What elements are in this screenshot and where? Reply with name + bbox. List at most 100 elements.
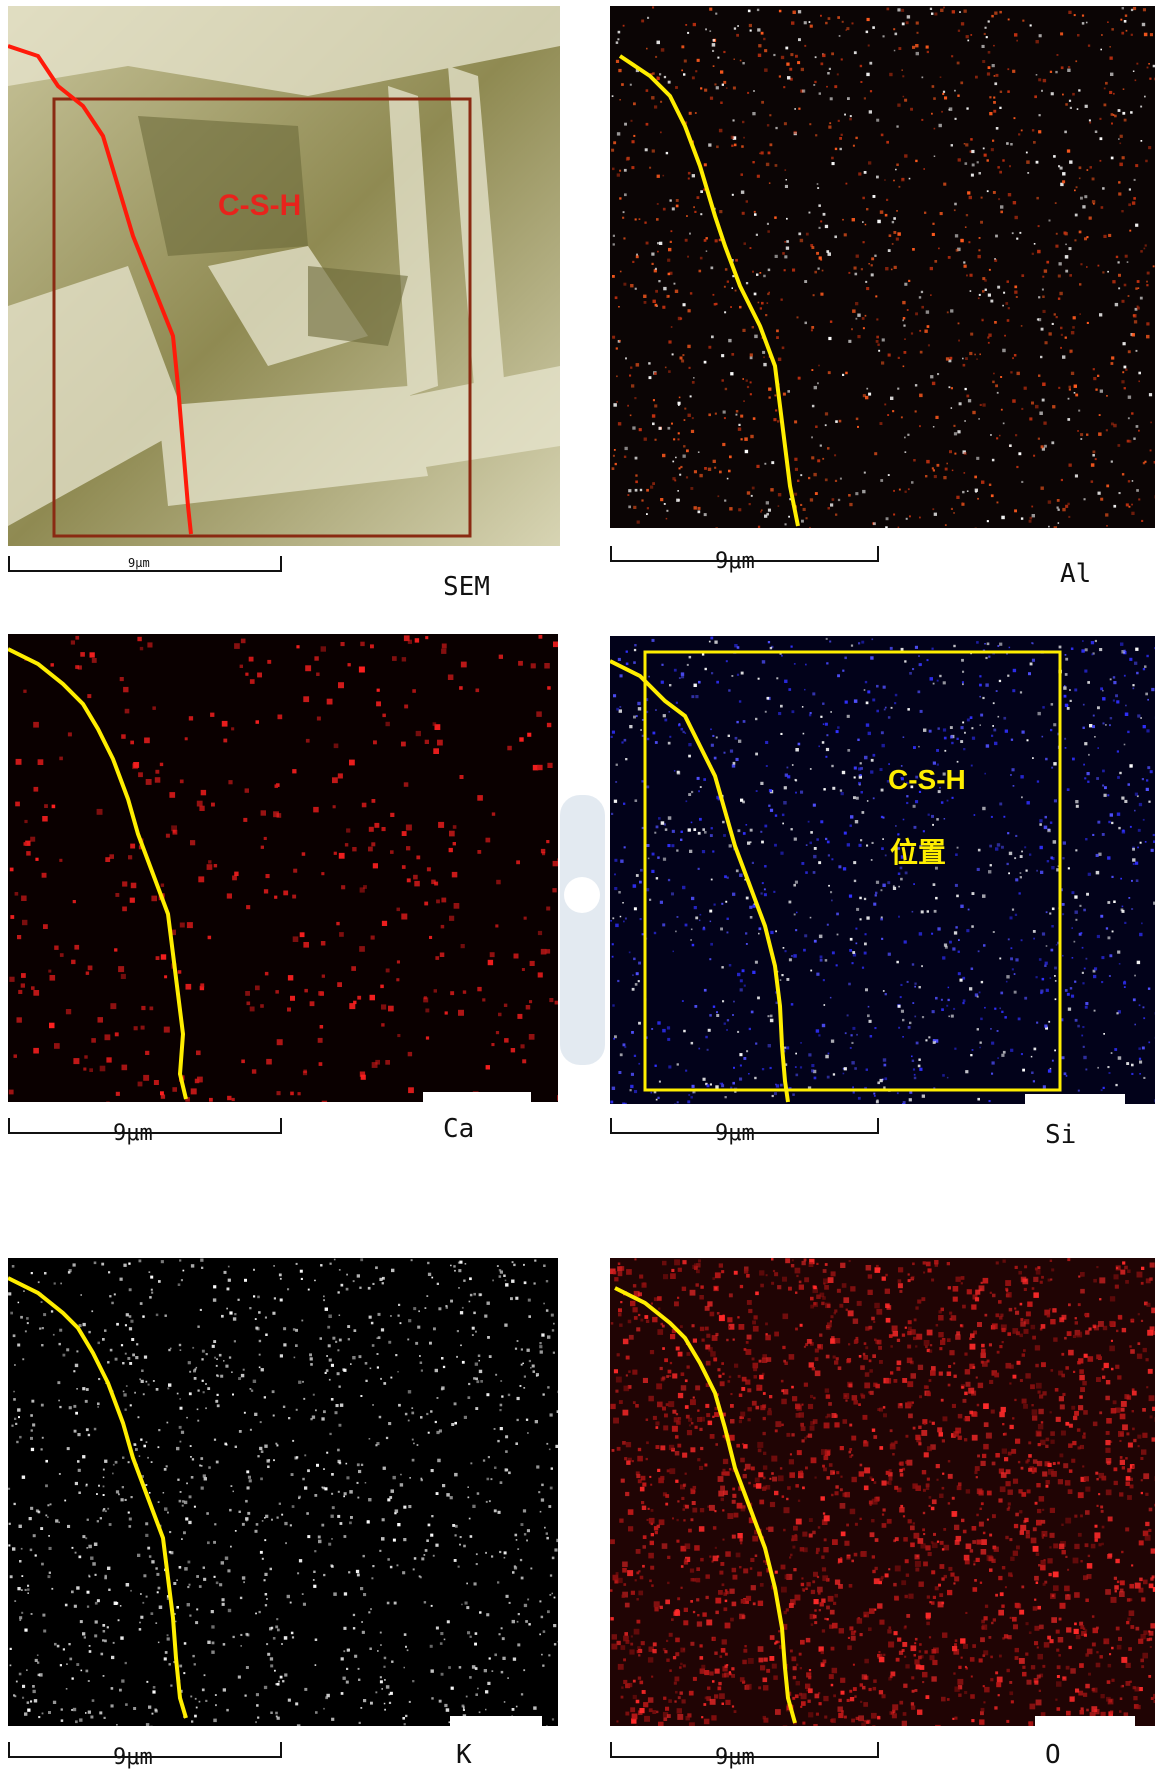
map-dot (671, 207, 675, 211)
map-dot (854, 1695, 857, 1698)
map-dot (677, 1696, 681, 1700)
map-dot (954, 202, 957, 206)
map-dot (485, 1690, 489, 1694)
map-dot (820, 14, 822, 17)
map-dot (746, 385, 750, 389)
map-dot (1115, 1407, 1121, 1413)
map-dot (619, 169, 622, 172)
map-dot (441, 1357, 444, 1360)
map-dot (520, 1044, 525, 1049)
map-dot (232, 1490, 234, 1493)
map-dot (1031, 1071, 1034, 1074)
map-dot (796, 316, 799, 319)
map-dot (148, 1271, 151, 1273)
map-dot (1086, 236, 1089, 239)
map-dot (728, 1672, 732, 1676)
map-dot (273, 1265, 275, 1267)
map-dot (125, 1313, 129, 1317)
map-dot (934, 1586, 939, 1591)
map-dot (1138, 429, 1140, 432)
map-dot (825, 637, 828, 640)
map-dot (752, 904, 756, 908)
map-dot (179, 779, 184, 784)
map-dot (757, 677, 760, 680)
map-dot (446, 1493, 450, 1497)
map-dot (791, 21, 795, 25)
map-dot (793, 883, 796, 887)
map-dot (517, 1548, 520, 1550)
map-dot (912, 45, 916, 49)
map-dot (328, 1378, 331, 1381)
map-dot (834, 479, 838, 482)
k-panel: 9μm K (8, 1258, 558, 1770)
map-dot (1082, 703, 1085, 706)
map-dot (870, 859, 873, 861)
map-dot (34, 1554, 37, 1557)
map-dot (166, 1634, 169, 1637)
map-dot (85, 1428, 89, 1432)
map-dot (1014, 509, 1017, 513)
map-dot (691, 1084, 695, 1088)
map-dot (786, 766, 789, 769)
map-dot (164, 975, 168, 979)
map-dot (767, 230, 770, 233)
map-dot (746, 1300, 752, 1305)
map-dot (266, 1058, 272, 1065)
map-dot (822, 979, 825, 982)
map-dot (19, 1560, 22, 1563)
map-dot (395, 1354, 398, 1357)
map-dot (1114, 302, 1119, 307)
map-dot (705, 1344, 711, 1350)
map-dot (721, 902, 724, 905)
map-dot (28, 1517, 32, 1521)
map-dot (1038, 114, 1041, 117)
map-dot (1031, 129, 1035, 132)
map-dot (1053, 723, 1057, 727)
map-dot (854, 1067, 857, 1070)
map-dot (810, 969, 813, 972)
map-dot (1115, 1083, 1118, 1087)
map-dot (612, 243, 615, 246)
map-dot (623, 846, 626, 849)
map-dot (731, 353, 735, 356)
map-dot (914, 410, 917, 413)
map-dot (932, 1039, 935, 1042)
map-dot (295, 1702, 299, 1706)
map-dot (781, 654, 783, 657)
map-dot (231, 1097, 235, 1102)
map-dot (925, 310, 930, 314)
map-dot (1126, 1062, 1130, 1065)
map-dot (1002, 1050, 1006, 1054)
map-dot (1112, 676, 1116, 679)
map-dot (639, 488, 643, 492)
map-dot (190, 1088, 197, 1095)
map-dot (25, 840, 31, 846)
map-dot (613, 449, 616, 451)
map-dot (876, 684, 879, 688)
map-dot (1118, 826, 1121, 830)
map-dot (323, 1295, 325, 1298)
map-dot (1006, 280, 1009, 283)
map-dot (735, 757, 739, 761)
map-dot (748, 1027, 751, 1031)
map-dot (950, 387, 953, 390)
map-dot (505, 1594, 509, 1598)
map-dot (910, 107, 913, 111)
map-dot (121, 734, 126, 739)
map-dot (287, 1288, 290, 1291)
map-dot (671, 892, 674, 896)
map-dot (835, 513, 838, 516)
map-dot (846, 714, 850, 718)
map-dot (915, 51, 919, 56)
map-dot (769, 1014, 773, 1018)
map-dot (136, 1343, 139, 1346)
map-dot (188, 1392, 192, 1396)
map-dot (96, 1520, 99, 1523)
map-dot (200, 1457, 204, 1460)
map-dot (698, 919, 701, 922)
map-dot (97, 1341, 100, 1345)
map-dot (816, 251, 819, 255)
map-dot (201, 1266, 204, 1269)
map-dot (960, 81, 964, 85)
map-dot (957, 972, 961, 976)
